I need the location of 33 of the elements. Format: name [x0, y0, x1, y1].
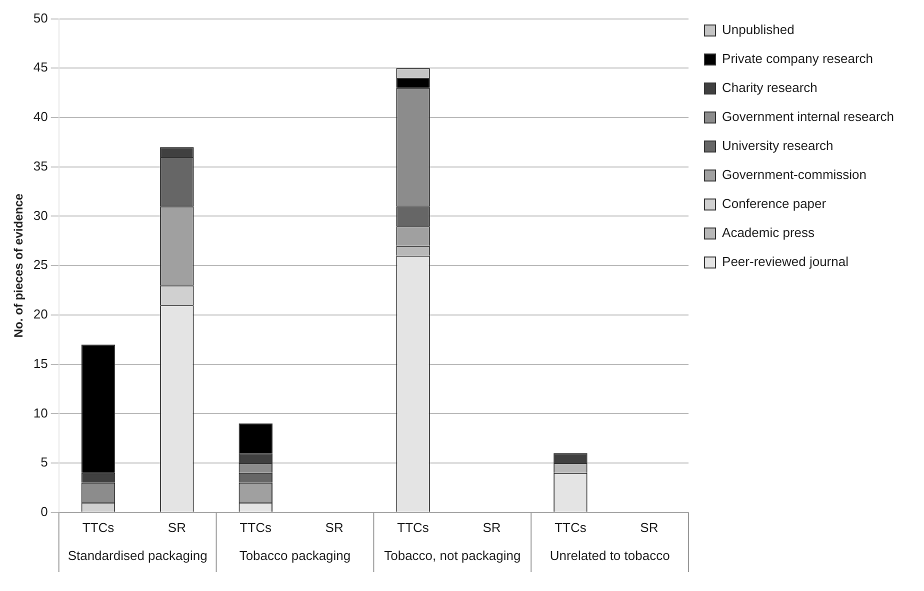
y-tick-label: 5: [40, 454, 48, 470]
legend-label: Private company research: [722, 51, 874, 66]
x-tick-label: TTCs: [240, 520, 272, 535]
y-tick-label: 20: [33, 306, 48, 322]
y-tick-label: 30: [33, 208, 48, 223]
x-tick-label: SR: [640, 520, 658, 535]
x-tick-label: TTCs: [397, 520, 430, 535]
x-tick-label: TTCs: [82, 520, 115, 535]
text: Tobacco packaging: [239, 548, 351, 564]
y-axis-title: No. of pieces of evidence: [12, 193, 26, 338]
y-tick-label: 45: [33, 60, 48, 75]
text: Unrelated to tobacco: [550, 548, 670, 564]
legend-label: Academic press: [722, 225, 816, 240]
y-tick-label: 35: [33, 158, 48, 174]
y-tick-label: 40: [33, 109, 48, 124]
y-tick-label: 0: [40, 504, 48, 519]
legend-label: Peer-reviewed journal: [722, 254, 849, 270]
legend-label: Unpublished: [722, 22, 794, 38]
x-tick-label: SR: [168, 520, 186, 535]
y-tick-label: 10: [33, 405, 48, 420]
legend-label: Conference paper: [722, 196, 827, 212]
y-tick-label: 15: [33, 356, 48, 371]
legend-label: University research: [722, 138, 834, 154]
text: Tobacco, not packaging: [384, 548, 521, 564]
legend-label: Government-commission: [722, 167, 867, 182]
legend-label: Charity research: [722, 80, 818, 96]
text: Standardised packaging: [68, 548, 208, 564]
legend-label: Government internal research: [722, 109, 894, 124]
x-tick-label: SR: [325, 520, 344, 535]
y-tick-label: 25: [33, 257, 48, 272]
x-tick-label: TTCs: [554, 520, 587, 535]
y-tick-label: 50: [33, 10, 48, 26]
x-tick-label: SR: [482, 520, 501, 535]
